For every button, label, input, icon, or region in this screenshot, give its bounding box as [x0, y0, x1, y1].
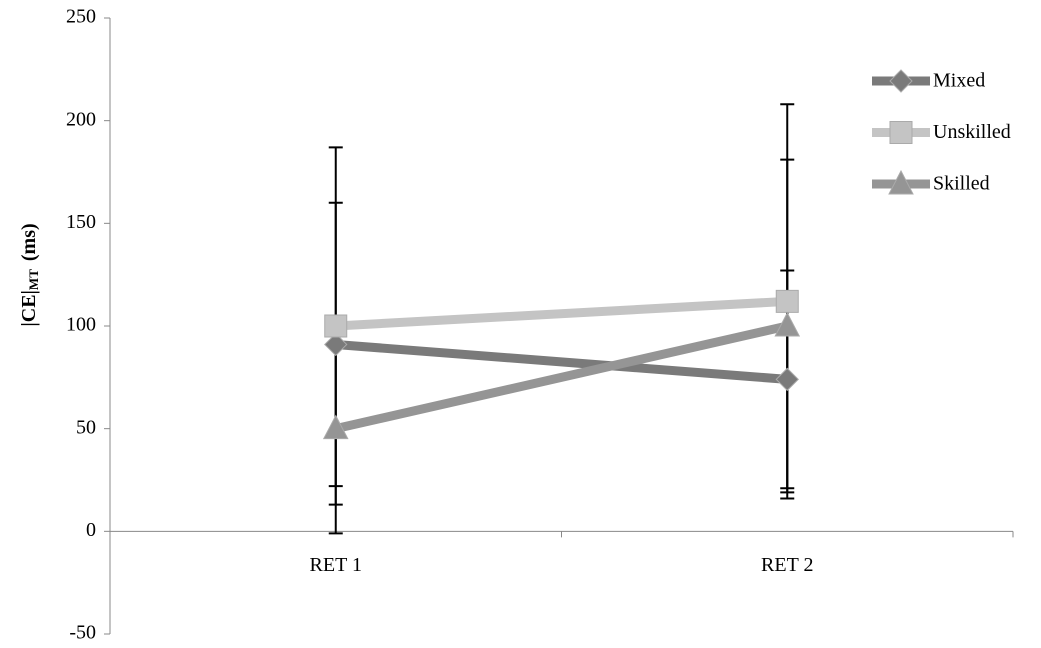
legend-label: Unskilled	[933, 121, 1011, 143]
legend-label: Mixed	[933, 70, 985, 92]
legend-marker	[889, 69, 913, 93]
legend-label: Skilled	[933, 173, 990, 195]
data-point	[775, 367, 799, 392]
y-label-main: |CE|	[18, 290, 40, 327]
data-point	[324, 314, 348, 338]
data-point	[322, 414, 349, 440]
y-tick-label: -50	[69, 622, 96, 644]
y-label-sub: MT	[26, 269, 41, 290]
y-tick-label: 100	[66, 314, 96, 336]
series-line	[334, 321, 789, 434]
data-point	[775, 289, 799, 313]
y-tick-label: 150	[66, 211, 96, 233]
y-axis-label: |CE|MT (ms)	[18, 223, 41, 326]
data-point	[774, 311, 801, 337]
series-line	[335, 339, 788, 384]
y-tick-label: 0	[86, 519, 96, 541]
data-point	[324, 332, 348, 357]
series-line	[335, 296, 788, 331]
x-tick-label: RET 1	[310, 554, 362, 576]
y-label-unit: (ms)	[18, 223, 40, 261]
y-tick-label: 50	[76, 416, 96, 438]
y-tick-label: 200	[66, 108, 96, 130]
y-tick-label: 250	[66, 6, 96, 28]
legend-marker	[889, 121, 913, 144]
x-tick-label: RET 2	[761, 554, 813, 576]
legend-marker	[888, 169, 914, 195]
